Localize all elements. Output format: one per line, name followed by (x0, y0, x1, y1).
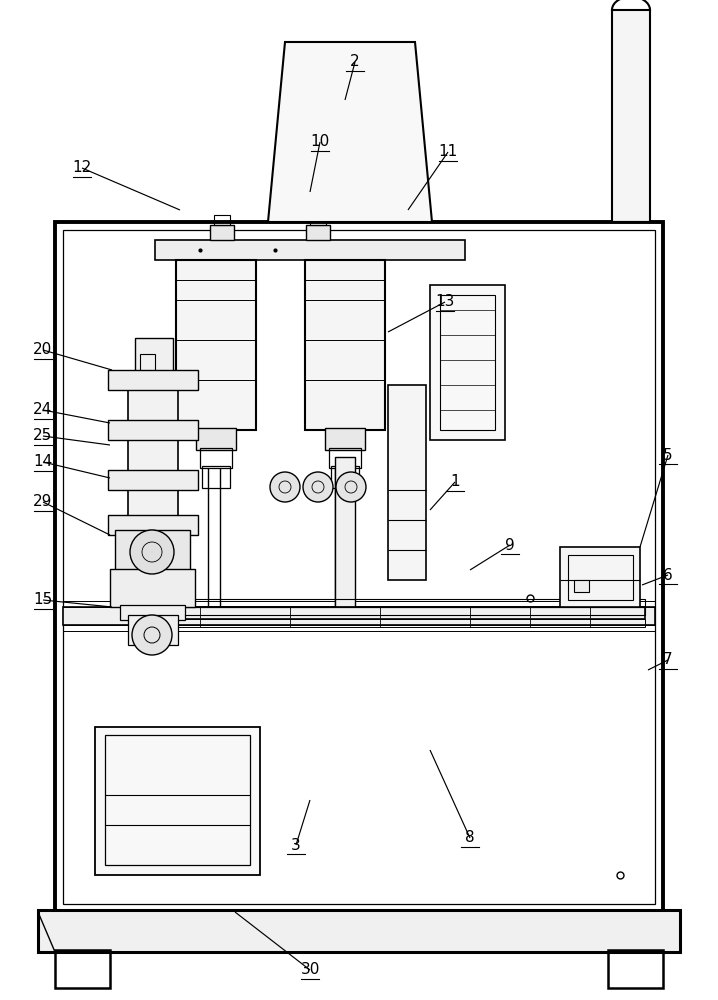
Bar (155, 607, 645, 619)
Bar (329, 448, 361, 468)
Bar (388, 385, 426, 580)
Circle shape (336, 472, 366, 502)
Bar (120, 605, 185, 620)
Bar (38, 910, 680, 952)
Bar (202, 466, 230, 488)
Circle shape (132, 615, 172, 655)
Bar (560, 547, 640, 607)
Text: 9: 9 (505, 538, 515, 552)
Bar (574, 580, 589, 592)
Bar (568, 555, 633, 600)
Bar (305, 260, 385, 430)
Bar (331, 466, 359, 488)
Bar (196, 428, 236, 450)
Bar (612, 10, 650, 222)
Bar (335, 457, 355, 607)
Bar (63, 625, 655, 631)
Bar (55, 950, 110, 988)
Bar (63, 607, 655, 625)
Text: 10: 10 (310, 134, 330, 149)
Bar (155, 607, 645, 615)
Text: 24: 24 (33, 402, 52, 418)
Text: 14: 14 (33, 454, 52, 470)
Text: 30: 30 (300, 962, 320, 978)
Bar (325, 428, 365, 450)
Bar (108, 470, 198, 490)
Bar (306, 225, 330, 240)
Text: 25: 25 (33, 428, 52, 444)
Bar (440, 295, 495, 430)
Bar (135, 338, 173, 380)
Bar (63, 230, 655, 904)
Bar (155, 619, 645, 627)
Text: 8: 8 (465, 830, 475, 846)
Text: 12: 12 (73, 160, 92, 176)
Bar (608, 950, 663, 988)
Bar (214, 215, 230, 225)
Bar (128, 377, 178, 607)
Bar (115, 530, 190, 570)
Bar (110, 569, 195, 607)
Text: 3: 3 (291, 838, 301, 852)
Bar (55, 222, 663, 912)
Circle shape (130, 530, 174, 574)
Bar (108, 370, 198, 390)
Bar (140, 354, 155, 372)
Text: 13: 13 (435, 294, 454, 310)
Text: 15: 15 (33, 592, 52, 607)
Bar (200, 448, 232, 468)
Text: 2: 2 (350, 54, 360, 70)
Circle shape (270, 472, 300, 502)
Bar (63, 601, 655, 607)
Bar (430, 285, 505, 440)
Text: 29: 29 (33, 494, 52, 510)
Polygon shape (268, 42, 432, 222)
Bar (155, 599, 645, 607)
Text: 5: 5 (663, 448, 673, 462)
Text: 1: 1 (450, 475, 460, 489)
Bar (108, 515, 198, 535)
Text: 7: 7 (663, 652, 673, 668)
Bar (95, 727, 260, 875)
Bar (155, 240, 465, 260)
Circle shape (303, 472, 333, 502)
Text: 6: 6 (663, 568, 673, 582)
Bar (176, 260, 256, 430)
Bar (105, 735, 250, 865)
Text: 20: 20 (33, 342, 52, 358)
Text: 11: 11 (439, 144, 457, 159)
Bar (128, 615, 178, 645)
Bar (210, 225, 234, 240)
Bar (108, 420, 198, 440)
Bar (310, 215, 326, 225)
